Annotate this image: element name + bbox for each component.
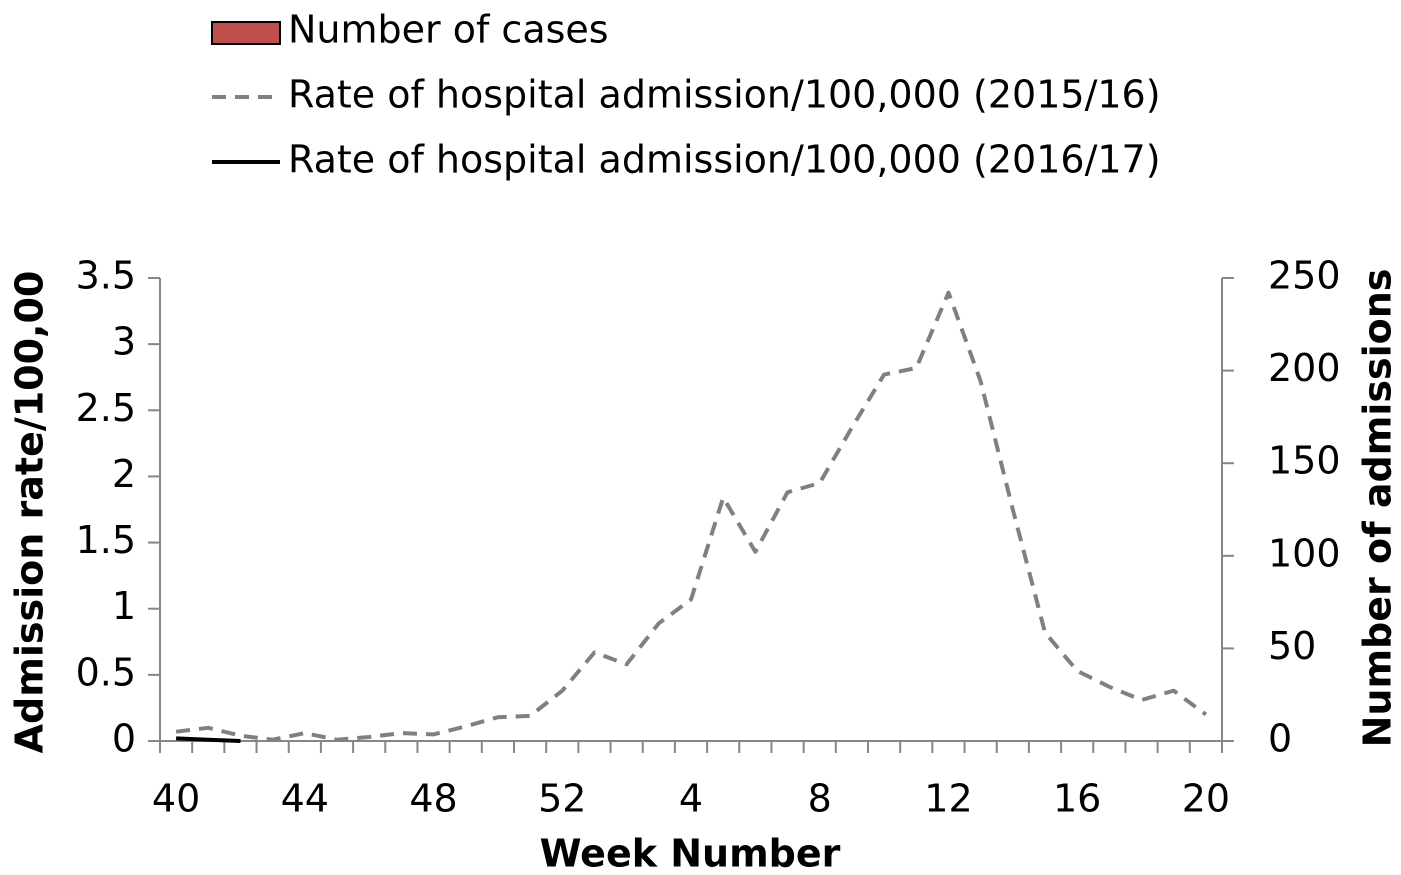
x-tick-label: 52 [538, 777, 586, 821]
x-tick-label: 48 [409, 777, 457, 821]
y-tick-label: 1.5 [76, 518, 136, 562]
legend-label: Number of cases [288, 8, 609, 52]
y-tick-label: 0.5 [76, 650, 136, 694]
y-tick-label: 1 [112, 584, 136, 628]
y2-axis-title: Number of admissions [1356, 269, 1400, 748]
y-axis-title: Admission rate/100,00 [8, 271, 52, 754]
x-tick-label: 40 [152, 777, 200, 821]
y2-tick-label: 0 [1268, 717, 1292, 761]
y2-tick-label: 200 [1268, 346, 1341, 390]
x-tick-label: 8 [808, 777, 832, 821]
legend-label: Rate of hospital admission/100,000 (2015… [288, 73, 1161, 117]
x-tick-label: 16 [1053, 777, 1101, 821]
y-tick-label: 2 [112, 452, 136, 496]
y-tick-label: 2.5 [76, 386, 136, 430]
y2-tick-label: 50 [1268, 624, 1316, 668]
legend-label: Rate of hospital admission/100,000 (2016… [288, 138, 1161, 182]
y2-tick-label: 100 [1268, 531, 1341, 575]
y-tick-label: 3.5 [76, 254, 136, 298]
line-series [175, 290, 1208, 742]
y-tick-label: 3 [112, 320, 136, 364]
x-tick-label: 44 [281, 777, 329, 821]
y2-tick-label: 150 [1268, 439, 1341, 483]
x-tick-label: 4 [679, 777, 703, 821]
y-tick-label: 0 [112, 717, 136, 761]
y2-tick-label: 250 [1268, 254, 1341, 298]
x-tick-label: 20 [1182, 777, 1230, 821]
legend-swatch [211, 21, 281, 45]
x-axis-title: Week Number [540, 832, 841, 875]
line-series [176, 736, 241, 743]
x-tick-label: 12 [924, 777, 972, 821]
